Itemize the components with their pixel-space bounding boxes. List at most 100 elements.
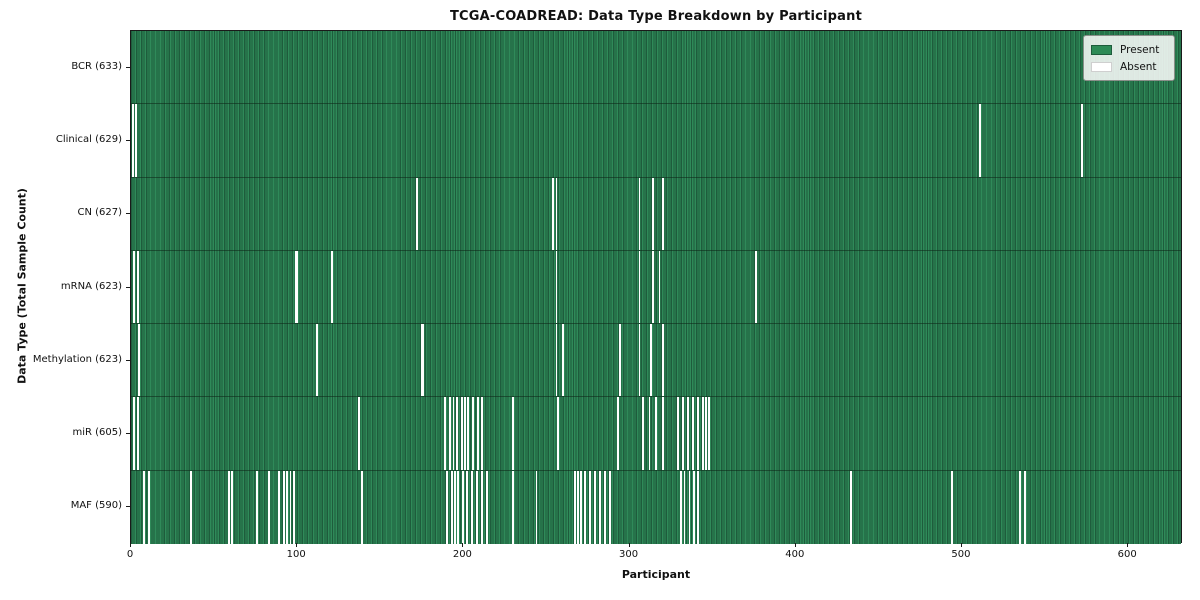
ytick-label-CN: CN (627) [77, 207, 122, 219]
absent-stripe [465, 470, 468, 544]
absent-stripe [415, 177, 418, 250]
legend-absent-label: Absent [1120, 60, 1157, 73]
absent-stripe [138, 324, 141, 397]
absent-stripe [608, 470, 611, 544]
absent-stripe [618, 324, 621, 397]
absent-stripe [701, 397, 704, 470]
absent-stripe [467, 397, 470, 470]
legend: Present Absent [1083, 35, 1175, 81]
absent-stripe [189, 470, 192, 544]
absent-stripe [452, 397, 455, 470]
absent-stripe [294, 250, 297, 324]
absent-stripe [449, 397, 451, 470]
absent-stripe [583, 470, 586, 544]
absent-stripe [681, 397, 684, 470]
x-axis-label: Participant [621, 568, 691, 581]
ytick-mark [126, 286, 130, 288]
absent-stripe [562, 324, 564, 397]
absent-stripe [460, 397, 463, 470]
absent-stripe [849, 470, 852, 544]
legend-item-present: Present [1091, 41, 1166, 58]
absent-stripe [268, 470, 270, 544]
xtick-label-0: 0 [126, 549, 134, 560]
xtick-mark [130, 543, 131, 547]
absent-stripe [577, 470, 579, 544]
xtick-mark [960, 543, 962, 547]
absent-stripe [316, 324, 319, 397]
absent-stripe [661, 324, 664, 397]
heatmap-row-BCR [131, 31, 1181, 105]
absent-stripe [661, 397, 664, 470]
absent-stripe [638, 250, 641, 324]
xtick-mark [296, 543, 298, 547]
xtick-mark [794, 543, 796, 547]
heatmap-row-CN [131, 177, 1181, 251]
heatmap-row-Methylation [131, 324, 1181, 398]
absent-stripe [638, 324, 641, 397]
heatmap-row-mRNA [131, 250, 1181, 325]
absent-stripe [555, 177, 558, 250]
absent-stripe [535, 470, 538, 544]
absent-stripe [470, 470, 473, 544]
absent-stripe [661, 177, 664, 250]
absent-stripe [638, 177, 641, 250]
chart-title: TCGA-COADREAD: Data Type Breakdown by Pa… [449, 9, 863, 24]
absent-stripe [641, 397, 644, 470]
absent-stripe [603, 470, 606, 544]
heatmap-row-miR [131, 397, 1181, 471]
absent-stripe [477, 397, 480, 470]
absent-stripe [286, 470, 289, 544]
absent-stripe [282, 470, 285, 544]
absent-stripe [555, 324, 558, 397]
absent-stripe [655, 397, 658, 470]
absent-stripe [658, 250, 661, 324]
absent-stripe [617, 397, 619, 470]
absent-stripe [708, 397, 711, 470]
absent-stripe [136, 397, 139, 470]
absent-stripe [457, 470, 460, 544]
ytick-label-Clinical: Clinical (629) [55, 133, 122, 145]
absent-stripe [462, 470, 465, 544]
absent-stripe [133, 250, 136, 324]
absent-stripe [131, 104, 134, 177]
absent-stripe [475, 470, 478, 544]
ytick-mark [126, 213, 130, 215]
absent-stripe [472, 397, 475, 470]
legend-item-absent: Absent [1091, 58, 1166, 75]
absent-stripe [691, 397, 694, 470]
absent-stripe [676, 397, 679, 470]
xtick-mark [628, 543, 630, 547]
absent-stripe [593, 470, 596, 544]
absent-stripe [454, 470, 456, 544]
absent-swatch-icon [1091, 61, 1112, 72]
xtick-label-400: 400 [785, 549, 805, 560]
absent-stripe [135, 104, 137, 177]
absent-stripe [143, 470, 146, 544]
heatmap-row-MAF [131, 470, 1181, 544]
absent-stripe [450, 470, 453, 544]
absent-stripe [951, 470, 953, 544]
plot-area: Present Absent [130, 30, 1182, 544]
absent-stripe [1019, 470, 1022, 544]
xtick-mark [462, 543, 464, 547]
absent-stripe [680, 470, 682, 544]
absent-stripe [683, 470, 686, 544]
absent-stripe [512, 470, 515, 544]
absent-stripe [688, 470, 691, 544]
ytick-mark [126, 506, 130, 508]
ytick-mark [126, 433, 130, 435]
xtick-label-300: 300 [619, 549, 639, 560]
absent-stripe [422, 324, 425, 397]
ytick-mark [126, 139, 130, 141]
absent-stripe [598, 470, 601, 544]
absent-stripe [278, 470, 280, 544]
legend-present-label: Present [1120, 43, 1160, 56]
ytick-label-mRNA: mRNA (623) [60, 280, 122, 292]
absent-stripe [573, 470, 576, 544]
ytick-label-Methylation: Methylation (623) [32, 353, 122, 365]
absent-stripe [557, 397, 559, 470]
absent-stripe [651, 177, 654, 250]
absent-stripe [650, 324, 653, 397]
xtick-label-100: 100 [286, 549, 306, 560]
absent-stripe [455, 397, 458, 470]
